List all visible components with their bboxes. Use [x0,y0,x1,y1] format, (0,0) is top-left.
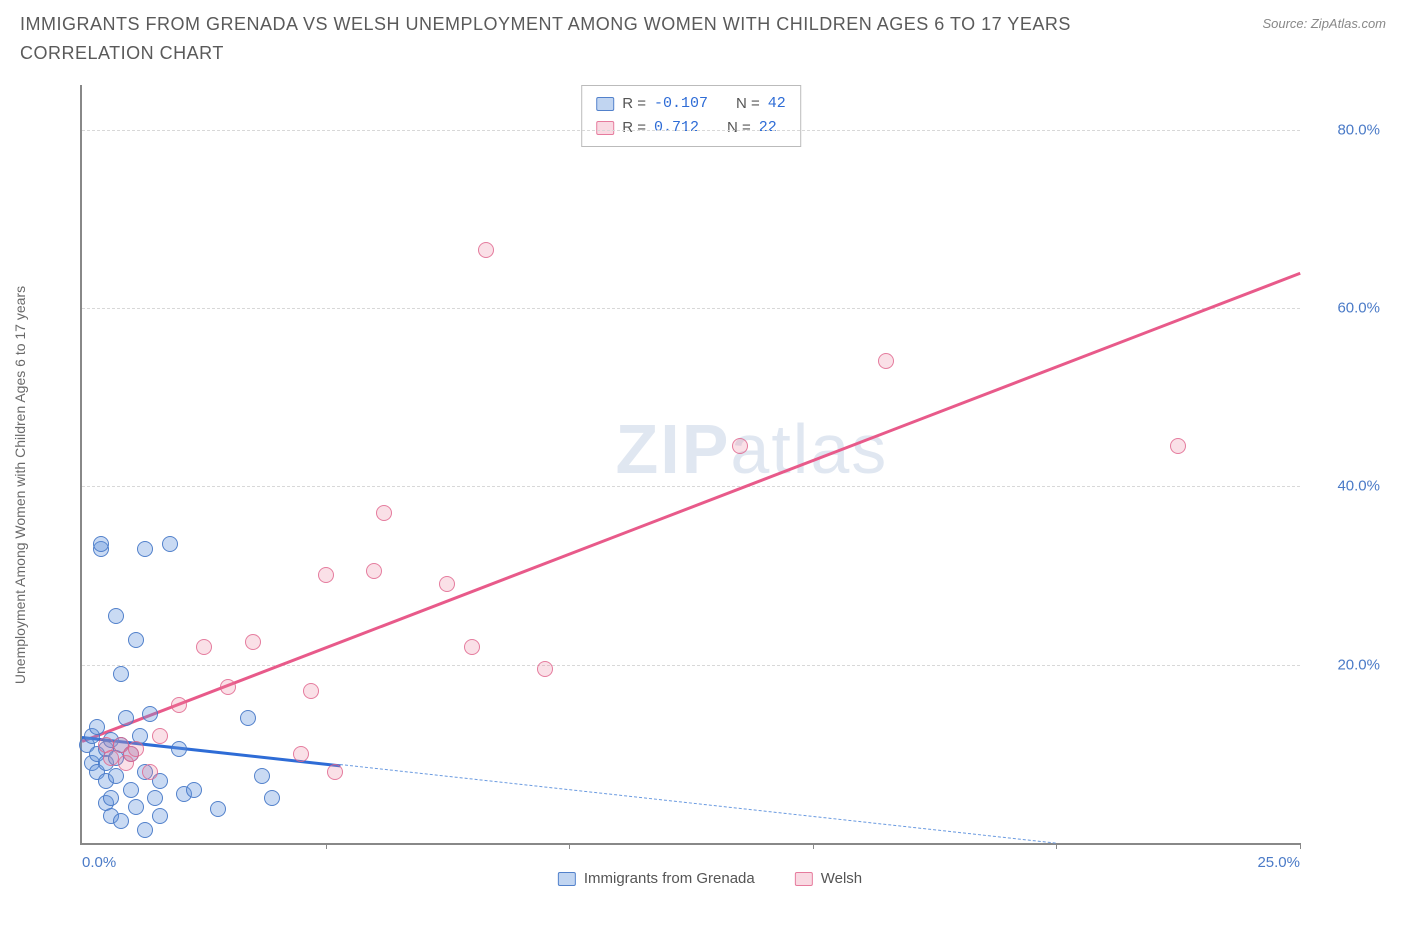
trendline [340,764,1056,844]
legend-item: Immigrants from Grenada [558,870,755,887]
y-tick-label: 20.0% [1310,656,1380,673]
data-point [137,541,153,557]
data-point [732,438,748,454]
data-point [113,813,129,829]
x-tick-mark [813,843,814,849]
legend-n-label: N = [736,92,760,116]
data-point [171,697,187,713]
y-tick-label: 80.0% [1310,121,1380,138]
data-point [103,790,119,806]
data-point [293,746,309,762]
legend-label: Welsh [821,870,862,887]
chart-container: Unemployment Among Women with Children A… [30,75,1390,895]
chart-title: IMMIGRANTS FROM GRENADA VS WELSH UNEMPLO… [20,10,1120,68]
gridline-h [82,130,1300,131]
legend-swatch [596,97,614,111]
data-point [254,768,270,784]
data-point [464,639,480,655]
x-tick-label: 25.0% [1257,854,1300,871]
legend-n-label: N = [727,116,751,140]
data-point [162,536,178,552]
x-tick-label: 0.0% [82,854,116,871]
legend-r-value: 0.712 [654,116,699,140]
data-point [537,661,553,677]
legend-n-value: 42 [768,92,786,116]
data-point [137,822,153,838]
data-point [93,536,109,552]
legend-r-value: -0.107 [654,92,708,116]
data-point [196,639,212,655]
data-point [327,764,343,780]
stats-legend: R =-0.107N =42R = 0.712N =22 [581,85,801,147]
data-point [128,799,144,815]
data-point [1170,438,1186,454]
data-point [376,505,392,521]
data-point [108,608,124,624]
data-point [152,808,168,824]
data-point [366,563,382,579]
data-point [878,353,894,369]
gridline-h [82,665,1300,666]
legend-row: R = 0.712 N = 22 [596,116,786,140]
data-point [128,741,144,757]
legend-swatch [596,121,614,135]
data-point [113,666,129,682]
data-point [240,710,256,726]
legend-n-value: 22 [759,116,777,140]
y-tick-label: 40.0% [1310,478,1380,495]
x-tick-mark [1056,843,1057,849]
x-tick-mark [326,843,327,849]
y-axis-label: Unemployment Among Women with Children A… [12,286,28,684]
legend-label: Immigrants from Grenada [584,870,755,887]
data-point [89,719,105,735]
data-point [108,768,124,784]
watermark: ZIPatlas [616,409,889,489]
legend-swatch [558,872,576,886]
gridline-h [82,486,1300,487]
data-point [128,632,144,648]
legend-r-label: R = [622,116,646,140]
data-point [478,242,494,258]
data-point [171,741,187,757]
data-point [220,679,236,695]
data-point [103,750,119,766]
data-point [147,790,163,806]
gridline-h [82,308,1300,309]
data-point [245,634,261,650]
data-point [318,567,334,583]
data-point [118,710,134,726]
data-point [186,782,202,798]
legend-item: Welsh [795,870,862,887]
data-point [123,782,139,798]
source-credit: Source: ZipAtlas.com [1262,16,1386,31]
series-legend: Immigrants from Grenada Welsh [558,870,862,887]
legend-row: R = -0.107 N = 42 [596,92,786,116]
data-point [210,801,226,817]
x-tick-mark [1300,843,1301,849]
trendline [82,272,1301,743]
plot-area: ZIPatlas R =-0.107N =42R = 0.712N =22 20… [80,85,1300,845]
data-point [264,790,280,806]
data-point [142,764,158,780]
data-point [439,576,455,592]
legend-r-label: R = [622,92,646,116]
data-point [142,706,158,722]
data-point [303,683,319,699]
data-point [152,728,168,744]
x-tick-mark [569,843,570,849]
legend-swatch [795,872,813,886]
y-tick-label: 60.0% [1310,299,1380,316]
